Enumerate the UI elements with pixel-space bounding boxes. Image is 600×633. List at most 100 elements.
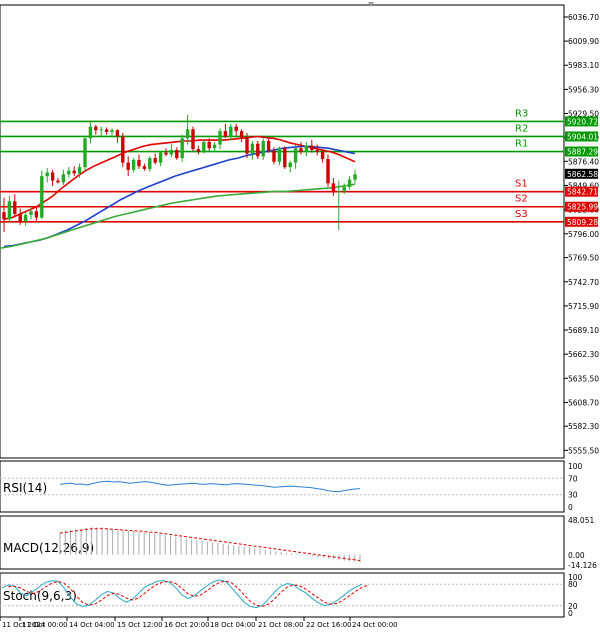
time-tick-label: 22 Oct 16:00 (306, 621, 352, 629)
candle-body-up (99, 129, 103, 131)
candle-body-up (185, 129, 190, 139)
current-price-marker: 5862.58 (565, 168, 598, 179)
price-tick-label: 5662.30 (568, 350, 599, 359)
stoch-k-line (1, 579, 363, 609)
candle-body-down (234, 126, 238, 132)
candle-body-down (245, 137, 249, 154)
candle-body-down (239, 131, 244, 138)
level-name-r1: R1 (515, 139, 528, 150)
candle-body-up (7, 201, 12, 220)
level-price-box (565, 131, 598, 142)
level-price-label: 5842.71 (567, 188, 598, 197)
candle-body-down (223, 131, 228, 137)
time-tick-label: 24 Oct 00:00 (352, 621, 398, 629)
candles (2, 114, 357, 232)
level-price-box (565, 201, 598, 212)
level-price-label: 5904.01 (567, 132, 598, 141)
candle-body-up (218, 131, 222, 145)
current-price-label: 5862.58 (567, 170, 598, 179)
price-tick-label: 5582.30 (568, 422, 599, 431)
level-price-box (565, 116, 598, 127)
price-tick-label: 5555.50 (568, 446, 599, 455)
candle-body-down (34, 211, 39, 218)
candle-body-up (83, 138, 87, 168)
level-price-box (565, 146, 598, 157)
rsi-pane-frame (0, 460, 565, 513)
candle-body-up (212, 144, 217, 149)
level-name-s2: S2 (515, 194, 528, 205)
level-name-r3: R3 (515, 108, 528, 119)
time-tick-label: 11 Oct 2024 (2, 621, 46, 629)
level-price-label: 5920.72 (567, 117, 598, 126)
stoch-tick-label: 0 (568, 609, 573, 618)
candle-body-down (256, 143, 260, 157)
rsi-tick-label: 70 (568, 474, 578, 483)
level-price-box (565, 216, 598, 227)
candle-body-down (121, 136, 125, 163)
moving-average-line (3, 135, 356, 221)
candle-body-down (164, 152, 168, 155)
candle-body-up (202, 141, 206, 152)
candle-body-down (126, 162, 130, 170)
candle-body-up (88, 126, 93, 139)
candle-body-down (315, 149, 319, 152)
macd-tick-label: -14.126 (568, 561, 597, 570)
candle-body-up (45, 172, 49, 177)
macd-pane-frame (0, 515, 565, 570)
stoch-tick-label: 80 (568, 580, 578, 589)
candle-body-up (180, 138, 184, 159)
time-tick-label: 11 Oct 00:00 (22, 621, 68, 629)
time-tick-label: 18 Oct 04:00 (210, 621, 256, 629)
price-pane-frame (0, 4, 565, 459)
candle-body-up (169, 149, 174, 155)
price-tick-label: 5769.50 (568, 254, 599, 263)
candle-body-down (191, 129, 195, 150)
stoch-pane-frame (0, 572, 565, 618)
price-tick-label: 5608.70 (568, 398, 599, 407)
moving-average-line (3, 145, 356, 248)
chart-shift-icon[interactable] (368, 2, 374, 7)
candle-body-up (67, 170, 71, 175)
price-tick-label: 6036.70 (568, 13, 599, 22)
candle-body-up (293, 148, 298, 163)
candle-body-down (56, 180, 60, 183)
candle-body-down (196, 149, 201, 152)
support-resistance-levels: R3 5920.72 R2 5904.01 R1 5887.29 S1 5842.71 S2 58… (0, 108, 598, 227)
candle-body-down (299, 148, 303, 152)
candle-body-down (115, 130, 120, 137)
candle-body-down (320, 151, 325, 160)
candle-body-down (50, 172, 55, 181)
candle-body-up (250, 143, 255, 154)
candle-body-up (148, 158, 152, 169)
price-tick-label: 5876.40 (568, 157, 599, 166)
macd-tick-label: 0.00 (568, 551, 585, 560)
price-tick-label: 6009.90 (568, 37, 599, 46)
candle-body-up (304, 145, 309, 152)
macd-pane: MACD(12,26,9) 48.051 0.00-14.126 (3, 516, 597, 570)
candle-body-up (23, 214, 28, 222)
macd-tick-label: 48.051 (568, 516, 594, 525)
candle-body-up (61, 174, 66, 183)
candle-body-up (110, 130, 114, 132)
candle-body-down (142, 166, 147, 169)
candle-body-down (153, 158, 157, 163)
level-price-label: 5887.29 (567, 148, 598, 157)
price-tick-label: 5742.70 (568, 278, 599, 287)
candle-body-up (229, 126, 233, 137)
price-tick-label: 5796.00 (568, 230, 599, 239)
stoch-d-line (8, 580, 369, 607)
price-tick-label: 5956.30 (568, 85, 599, 94)
candle-body-down (13, 201, 17, 214)
candle-body-down (207, 141, 211, 149)
rsi-tick-label: 30 (568, 491, 578, 500)
candle-body-down (104, 129, 109, 132)
time-tick-label: 14 Oct 04:00 (69, 621, 115, 629)
price-tick-label: 5715.90 (568, 302, 599, 311)
moving-average-line (0, 183, 356, 249)
scroll-marker[interactable] (368, 2, 374, 7)
candle-body-up (40, 176, 44, 218)
